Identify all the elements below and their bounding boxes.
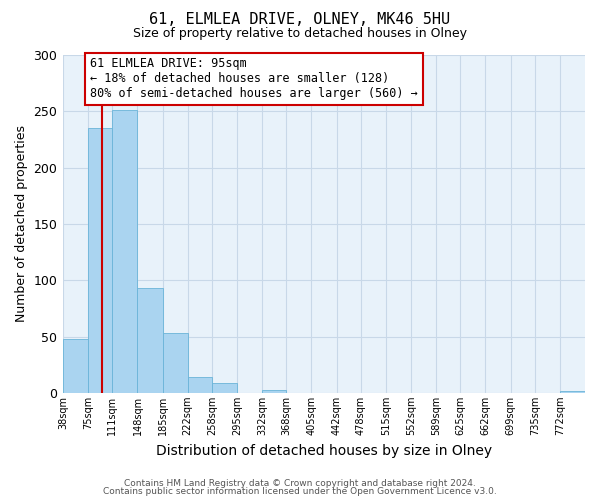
Bar: [262, 390, 286, 393]
Bar: [560, 390, 585, 393]
X-axis label: Distribution of detached houses by size in Olney: Distribution of detached houses by size …: [156, 444, 492, 458]
Bar: [88, 128, 112, 393]
Bar: [212, 383, 237, 393]
Text: Contains HM Land Registry data © Crown copyright and database right 2024.: Contains HM Land Registry data © Crown c…: [124, 478, 476, 488]
Text: Size of property relative to detached houses in Olney: Size of property relative to detached ho…: [133, 28, 467, 40]
Bar: [137, 288, 163, 393]
Text: Contains public sector information licensed under the Open Government Licence v3: Contains public sector information licen…: [103, 487, 497, 496]
Bar: [63, 339, 88, 393]
Y-axis label: Number of detached properties: Number of detached properties: [15, 126, 28, 322]
Bar: [112, 110, 137, 393]
Text: 61, ELMLEA DRIVE, OLNEY, MK46 5HU: 61, ELMLEA DRIVE, OLNEY, MK46 5HU: [149, 12, 451, 28]
Bar: [188, 377, 212, 393]
Text: 61 ELMLEA DRIVE: 95sqm
← 18% of detached houses are smaller (128)
80% of semi-de: 61 ELMLEA DRIVE: 95sqm ← 18% of detached…: [90, 58, 418, 100]
Bar: [163, 333, 188, 393]
